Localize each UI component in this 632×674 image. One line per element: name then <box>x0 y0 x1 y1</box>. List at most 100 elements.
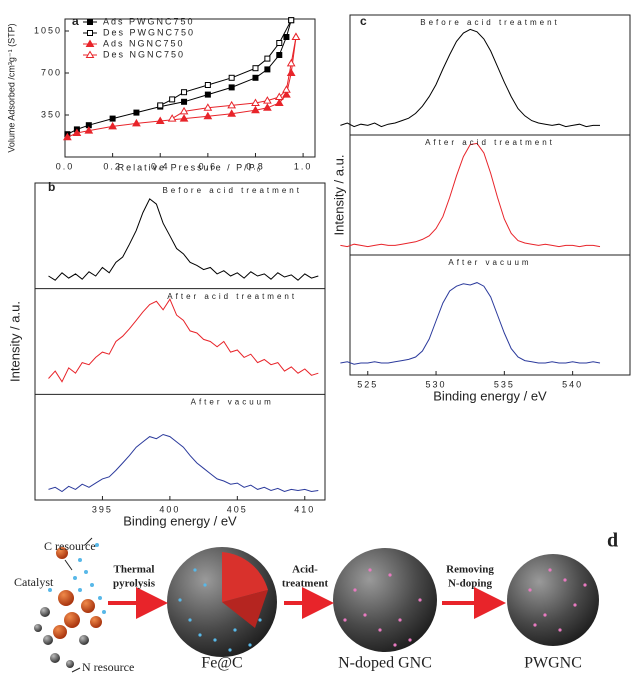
step-label: Thermal <box>114 564 155 576</box>
panel-letter: a <box>72 14 79 28</box>
y-axis-label: Volume Adsorbed /cm³g⁻¹ (STP) <box>6 23 16 152</box>
legend-label: Ads PWGNC750 <box>103 16 195 26</box>
x-tick-label: 0.8 <box>246 161 265 171</box>
marker <box>157 102 164 109</box>
marker <box>181 98 188 105</box>
product-label: Fe@C <box>201 655 242 672</box>
marker <box>169 96 176 103</box>
x-tick-label: 400 <box>159 504 180 514</box>
marker <box>274 92 284 100</box>
cutaway <box>222 590 268 628</box>
spectrum <box>48 433 319 493</box>
marker <box>227 109 237 117</box>
legend-marker <box>87 19 93 25</box>
marker <box>167 114 177 122</box>
marker <box>252 65 259 72</box>
marker <box>204 91 211 98</box>
marker <box>133 109 140 116</box>
x-tick-label: 0.2 <box>103 161 122 171</box>
x-tick-label: 0.6 <box>199 161 218 171</box>
panel-letter: d <box>607 530 618 552</box>
panel-label: Before acid treatment <box>162 186 301 195</box>
sphere <box>333 548 437 652</box>
x-tick-label: 1.0 <box>294 161 313 171</box>
step-label: N-doping <box>448 578 493 590</box>
marker <box>204 82 211 88</box>
c-resource-label: C resource <box>44 539 96 553</box>
marker <box>181 89 188 96</box>
plot-frame <box>64 18 316 158</box>
panel-label: Before acid treatment <box>420 18 559 27</box>
marker <box>227 100 237 109</box>
sphere <box>507 554 599 646</box>
x-tick-label: 530 <box>426 379 447 389</box>
marker <box>276 40 283 46</box>
spectrum <box>48 198 319 281</box>
marker <box>291 32 301 40</box>
marker <box>72 128 82 136</box>
legend-label: Des NGNC750 <box>103 49 185 59</box>
legend-label: Des PWGNC750 <box>103 27 195 37</box>
x-tick-label: 0.4 <box>151 161 170 171</box>
panel-label: After acid treatment <box>167 292 297 301</box>
marker <box>282 90 291 98</box>
x-tick-label: 525 <box>357 379 378 389</box>
x-tick-label: 540 <box>562 379 583 389</box>
marker <box>109 115 116 122</box>
x-tick-label: 395 <box>92 504 113 514</box>
marker <box>203 103 213 111</box>
marker <box>288 17 295 24</box>
y-axis-label: Intensity / a.u. <box>331 155 346 236</box>
schematic: C resource Catalyst N resource Thermal p… <box>14 530 618 674</box>
marker <box>179 106 189 115</box>
panel-label: After vacuum <box>448 258 531 267</box>
marker <box>263 103 272 111</box>
n-resource-label: N resource <box>82 660 134 674</box>
y-tick-label: 700 <box>41 67 62 77</box>
plot-frame <box>349 14 631 376</box>
legend-label: Ads NGNC750 <box>103 38 185 48</box>
x-tick-label: 405 <box>227 504 248 514</box>
panel-letter: c <box>360 14 367 28</box>
step-label: treatment <box>282 578 329 590</box>
catalyst-label: Catalyst <box>14 575 54 589</box>
cutaway <box>222 552 268 602</box>
marker <box>276 52 283 58</box>
x-axis-label: Binding energy / eV <box>123 513 237 528</box>
marker <box>283 34 290 40</box>
x-tick-label: 410 <box>294 504 315 514</box>
step-label: pyrolysis <box>113 578 156 590</box>
marker <box>286 58 296 67</box>
marker <box>252 74 259 81</box>
marker <box>282 85 291 93</box>
marker <box>274 98 284 106</box>
spectrum <box>340 282 601 365</box>
marker <box>108 121 117 130</box>
panel-letter: b <box>48 180 55 194</box>
panel-label: After acid treatment <box>425 138 555 147</box>
marker <box>228 74 235 81</box>
marker <box>251 105 260 114</box>
legend-marker <box>85 50 95 58</box>
spectrum <box>340 142 601 248</box>
marker <box>63 132 72 141</box>
y-tick-label: 1050 <box>34 25 62 35</box>
x-axis-label: Relative Pressure / P/P₀ <box>118 162 263 172</box>
legend-marker <box>85 39 95 47</box>
product-label: N-doped GNC <box>338 655 432 672</box>
y-tick-label: 350 <box>41 109 62 119</box>
marker <box>228 84 235 91</box>
marker <box>264 55 271 62</box>
product-label: PWGNC <box>524 655 582 672</box>
plot-frame <box>34 182 326 501</box>
step-label: Acid- <box>292 564 318 576</box>
marker <box>251 98 260 106</box>
step-label: Removing <box>446 564 494 576</box>
spectrum <box>340 28 600 128</box>
x-tick-label: 535 <box>494 379 515 389</box>
marker <box>179 114 189 122</box>
spectrum <box>48 298 319 383</box>
marker <box>155 116 165 124</box>
marker <box>84 126 94 134</box>
